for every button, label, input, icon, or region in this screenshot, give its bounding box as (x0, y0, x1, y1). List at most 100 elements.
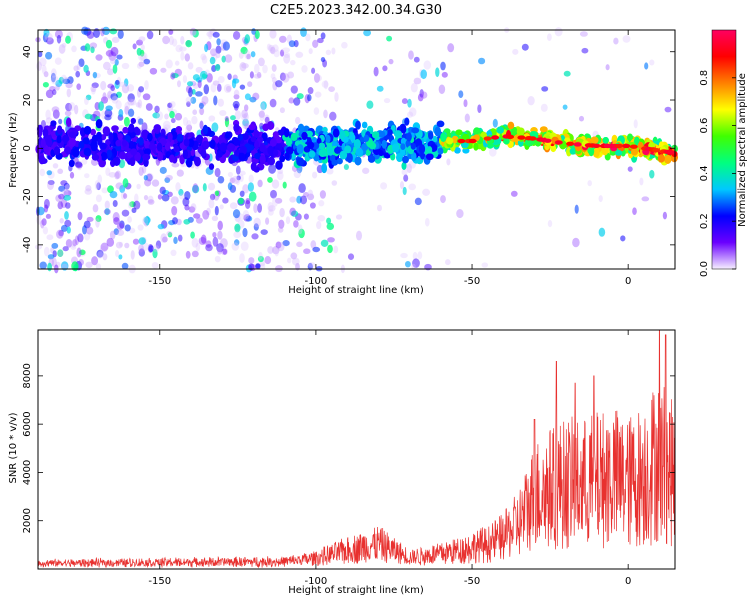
spectrogram-cell (83, 220, 91, 229)
spectrogram-y-tick-label: -40 (22, 237, 33, 253)
spectrogram-cell (268, 44, 276, 54)
spectrogram-cell (217, 248, 223, 255)
spectrogram-y-tick-label: 0 (22, 145, 33, 151)
spectrogram-cell (121, 262, 129, 270)
spectrogram-cell (387, 128, 393, 136)
spectrogram-cell (96, 249, 104, 258)
figure-title: C2E5.2023.342.00.34.G30 (270, 3, 442, 18)
spectrogram-y-label: Frequency (Hz) (8, 112, 19, 188)
spectrogram-cell (633, 136, 640, 146)
spectrogram-cell (81, 26, 89, 35)
spectrogram-cell (239, 62, 247, 72)
spectrogram-cell (483, 136, 492, 141)
spectrogram-cell (104, 109, 113, 118)
spectrogram-cell (547, 219, 553, 228)
spectrogram-cell (202, 209, 210, 220)
spectrogram-cell (138, 248, 145, 257)
spectrogram-cell (64, 219, 72, 228)
spectrogram-cell (267, 156, 276, 166)
spectrogram-cell (133, 200, 141, 210)
spectrogram-cell (143, 194, 149, 201)
spectrogram-cell (176, 169, 184, 177)
spectrogram-cell (323, 80, 329, 90)
spectrogram-cell (307, 193, 315, 201)
spectrogram-cell (254, 152, 261, 160)
spectrogram-cell (507, 121, 515, 130)
spectrogram-cell (182, 117, 189, 126)
spectrogram-cell (65, 35, 71, 44)
spectrogram-cell (272, 149, 279, 157)
spectrogram-cell (97, 174, 103, 184)
spectrogram-cell (156, 142, 163, 152)
spectrogram-cell (326, 146, 334, 156)
spectrogram-cell (210, 83, 217, 93)
spectrogram-cell (71, 240, 76, 248)
spectrogram-cell (136, 63, 142, 69)
spectrogram-cell (296, 93, 304, 100)
spectrogram-cell (613, 37, 619, 45)
spectrogram-cell (260, 229, 268, 235)
spectrogram-cell (77, 211, 83, 221)
spectrogram-cell (119, 185, 126, 193)
spectrogram-cell (64, 146, 71, 155)
spectrogram-cell (144, 80, 149, 90)
spectrogram-cell (222, 41, 230, 51)
spectrogram-cell (121, 209, 130, 217)
spectrogram-cell (163, 124, 171, 132)
spectrogram-cell (124, 78, 129, 87)
spectrogram-cell (56, 229, 64, 239)
spectrogram-cell (229, 177, 236, 184)
spectrogram-cell (54, 57, 62, 65)
spectrogram-cell (283, 128, 290, 138)
spectrogram-cell (652, 148, 661, 153)
spectrogram-cell (239, 190, 245, 197)
spectrogram-cell (169, 154, 175, 163)
spectrogram-cell (84, 232, 91, 241)
spectrogram-cell (119, 220, 125, 229)
spectrogram-cell (208, 115, 216, 122)
spectrogram-cell (127, 125, 135, 133)
spectrogram-cell (303, 248, 311, 255)
spectrogram-cell (362, 121, 368, 129)
spectrogram-cell (180, 35, 185, 45)
spectrogram-cell (317, 214, 326, 222)
spectrogram-cell (186, 124, 193, 131)
spectrogram-cell (285, 216, 291, 225)
spectrogram-cell (179, 46, 187, 52)
spectrogram-y-tick-label: 20 (22, 94, 33, 107)
spectrogram-cell (244, 200, 251, 209)
spectrogram-cell (57, 201, 64, 210)
spectrogram-cell (347, 253, 355, 261)
spectrogram-cell (293, 170, 301, 179)
spectrogram-cell (258, 251, 263, 261)
spectrogram-cell (260, 102, 266, 113)
spectrogram-cell (136, 47, 142, 56)
spectrogram-cell (492, 118, 498, 128)
spectrogram-cell (157, 223, 165, 230)
spectrogram-cell (118, 81, 127, 88)
spectrogram-cell (447, 43, 455, 53)
spectrogram-cell (327, 244, 333, 254)
spectrogram-cell (167, 232, 173, 238)
spectrogram-cell (295, 51, 304, 58)
spectrogram-cell (294, 116, 301, 125)
spectrogram-cell (100, 151, 108, 161)
spectrogram-cell (195, 242, 201, 252)
spectrogram-cell (355, 230, 363, 241)
spectrogram-cell (321, 80, 329, 88)
spectrogram-cell (333, 245, 339, 254)
spectrogram-cell (376, 204, 383, 212)
spectrogram-cell (62, 246, 69, 252)
spectrogram-cell (290, 132, 298, 142)
spectrogram-cell (43, 146, 50, 153)
spectrogram-cell (216, 83, 222, 92)
spectrogram-cell (411, 152, 417, 162)
spectrogram-cell (114, 59, 119, 66)
spectrogram-cell (250, 162, 257, 172)
spectrogram-cell (270, 46, 276, 55)
spectrogram-cell (192, 183, 199, 194)
spectrogram-cell (62, 78, 71, 84)
spectrogram-cell (208, 198, 215, 209)
spectrogram-cell (175, 182, 181, 192)
spectrogram-cell (401, 98, 408, 105)
